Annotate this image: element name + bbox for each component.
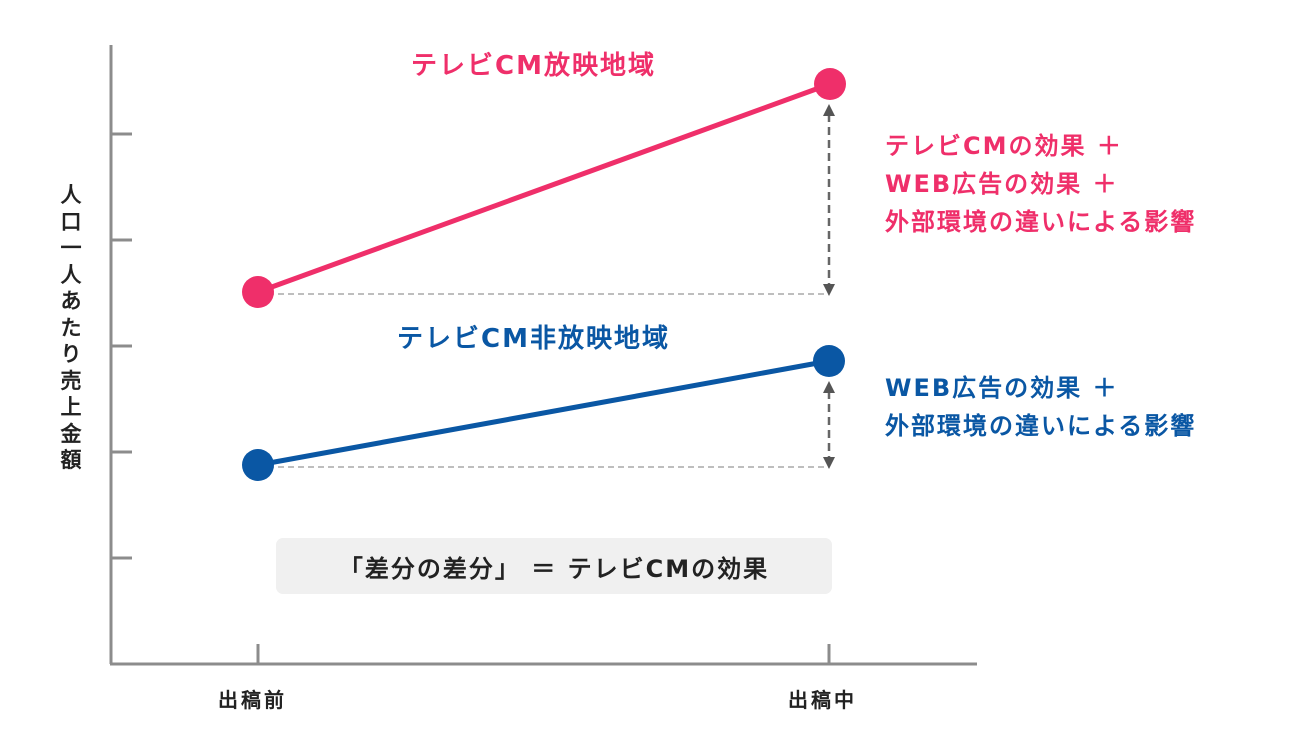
tv-difference-arrow <box>823 104 835 296</box>
tv-point-before <box>242 276 274 308</box>
x-ticks <box>256 644 831 664</box>
non-tv-series-line <box>257 358 830 468</box>
non-tv-difference-arrow <box>823 381 835 469</box>
x-label-during: 出稿中 <box>788 688 857 712</box>
y-ticks <box>111 132 132 560</box>
tv-effect-line: 外部環境の違いによる影響 <box>885 208 1197 236</box>
tv-series-line <box>257 81 831 295</box>
difference-in-differences-note: 「差分の差分」 ＝ テレビCMの効果 <box>276 538 832 594</box>
tv-effect-line: WEB広告の効果 ＋ <box>885 170 1119 198</box>
tv-series-title: テレビCM放映地域 <box>411 51 656 81</box>
non-tv-effect-line: WEB広告の効果 ＋ <box>885 374 1119 402</box>
non-tv-effect-line: 外部環境の違いによる影響 <box>885 412 1197 440</box>
tv-effect-line: テレビCMの効果 ＋ <box>885 132 1123 160</box>
x-label-before: 出稿前 <box>218 688 287 712</box>
non-tv-series-title: テレビCM非放映地域 <box>397 324 670 354</box>
non-tv-point-during <box>813 345 845 377</box>
non-tv-point-before <box>242 449 274 481</box>
y-axis-label: 人 口 一 人 あ た り 売 上 金 額 <box>60 183 82 472</box>
tv-effect-description: テレビCMの効果 ＋ WEB広告の効果 ＋ 外部環境の違いによる影響 <box>885 127 1196 241</box>
tv-point-during <box>814 68 846 100</box>
non-tv-effect-description: WEB広告の効果 ＋ 外部環境の違いによる影響 <box>885 369 1196 445</box>
